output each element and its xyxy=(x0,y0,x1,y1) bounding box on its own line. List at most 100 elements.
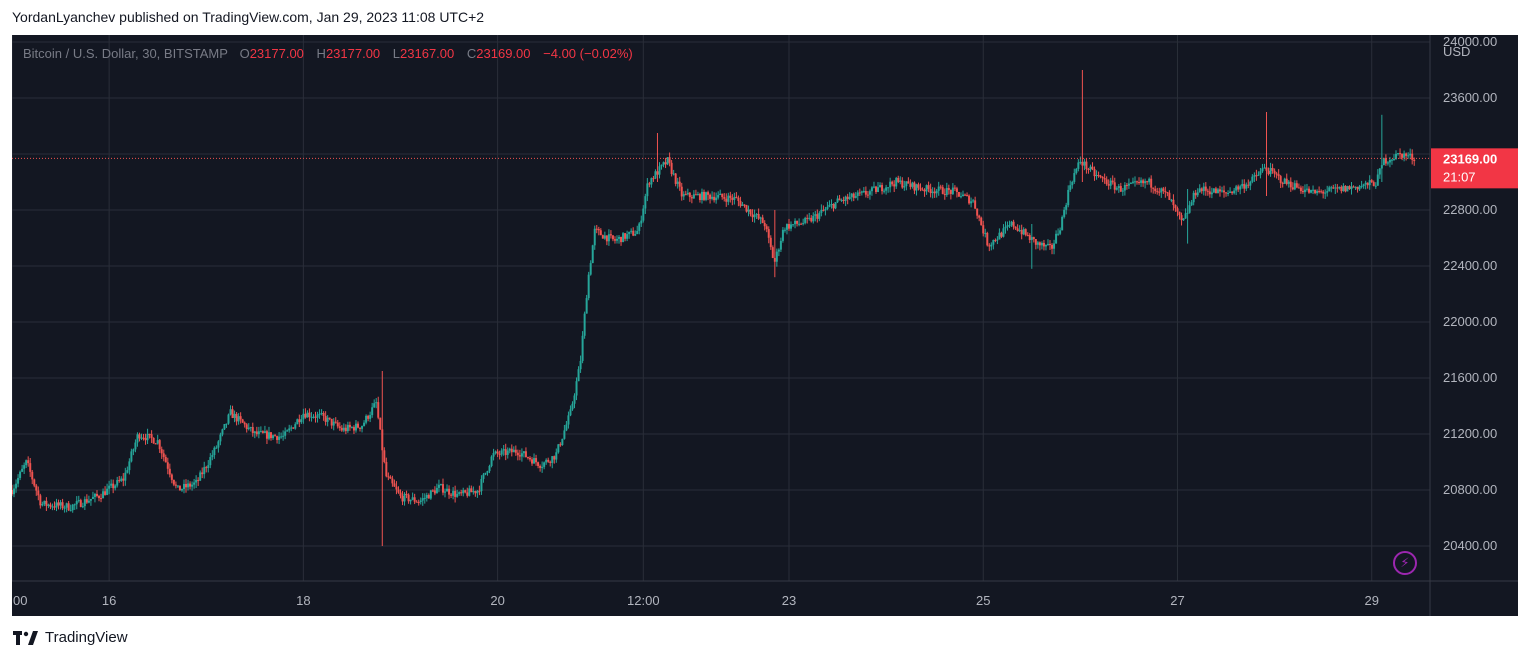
candle-body xyxy=(225,423,228,425)
candle-body xyxy=(219,434,222,442)
candle-body xyxy=(579,360,582,370)
candle-body xyxy=(302,413,305,420)
candle-body xyxy=(1233,190,1236,194)
chart-pane[interactable]: 20400.00 20800.00 21200.00 21600.00 22000.00… xyxy=(12,35,1518,616)
candle-body xyxy=(692,194,695,199)
candle-body xyxy=(387,476,390,478)
candle-body xyxy=(203,467,206,475)
candle-body xyxy=(478,490,481,492)
candle-body xyxy=(672,173,675,175)
candle-body xyxy=(947,187,950,191)
candle-body xyxy=(231,409,234,418)
candle-body xyxy=(502,449,505,451)
candle-body xyxy=(753,214,756,218)
candle-body xyxy=(792,224,795,226)
candle-body xyxy=(126,470,129,473)
candle-body xyxy=(452,490,455,496)
candle-body xyxy=(39,495,42,506)
candle-body xyxy=(1097,175,1100,177)
candle-body xyxy=(441,484,444,493)
candle-body xyxy=(707,192,710,195)
candle-body xyxy=(136,434,139,443)
candle-body xyxy=(1091,166,1094,170)
candle-body xyxy=(21,468,24,472)
candle-body xyxy=(1289,181,1292,188)
candle-body xyxy=(1156,191,1159,193)
candle-body xyxy=(1210,192,1213,195)
candle-body xyxy=(81,506,84,508)
candle-body xyxy=(328,417,331,419)
candle-body xyxy=(966,194,969,196)
candle-body xyxy=(696,194,699,196)
candle-body xyxy=(1405,153,1408,156)
tradingview-logo-icon xyxy=(13,630,38,645)
candle-body xyxy=(1036,242,1039,245)
candle-body xyxy=(599,230,602,236)
candle-body xyxy=(567,415,570,425)
candle-body xyxy=(292,427,295,429)
candle-body xyxy=(508,448,511,451)
candle-body xyxy=(229,409,232,415)
candle-body xyxy=(282,435,285,437)
candle-body xyxy=(583,313,586,336)
candle-body xyxy=(354,423,357,431)
candle-body xyxy=(308,412,311,418)
candle-body xyxy=(531,459,534,464)
candle-body xyxy=(290,427,293,429)
candle-body xyxy=(524,451,527,458)
candle-body xyxy=(848,196,851,200)
candle-body xyxy=(207,465,210,468)
candle-body xyxy=(893,184,896,187)
candle-body xyxy=(951,187,954,194)
candle-body xyxy=(996,239,999,241)
candle-body xyxy=(435,487,438,494)
candle-body xyxy=(595,228,598,230)
candle-body xyxy=(243,422,246,425)
candle-body xyxy=(12,490,13,495)
candle-body xyxy=(1026,234,1029,236)
candle-body xyxy=(632,230,635,236)
publish-header: YordanLyanchev published on TradingView.… xyxy=(12,9,485,25)
candle-body xyxy=(607,234,610,242)
candle-body xyxy=(1200,188,1203,192)
candle-body xyxy=(1142,180,1145,184)
candle-body xyxy=(759,217,762,219)
candle-body xyxy=(415,501,418,503)
price-chart[interactable]: 20400.00 20800.00 21200.00 21600.00 22000.00… xyxy=(12,35,1518,616)
lightning-icon[interactable]: ⚡ xyxy=(1393,551,1417,575)
candle-body xyxy=(322,412,325,416)
candle-body xyxy=(296,419,299,425)
candle-body xyxy=(723,197,726,199)
candle-body xyxy=(205,467,208,469)
candle-body xyxy=(806,217,809,219)
candle-body xyxy=(1136,181,1139,183)
candle-body xyxy=(597,229,600,231)
candle-body xyxy=(573,395,576,404)
time-tick-label: 00 xyxy=(13,593,27,608)
candle-body xyxy=(1257,174,1260,176)
candle-body xyxy=(176,485,179,487)
price-tick-label: 20400.00 xyxy=(1443,538,1497,553)
legend-open-value: 23177.00 xyxy=(249,46,304,61)
candle-body xyxy=(61,502,64,509)
candle-body xyxy=(1223,190,1226,193)
candle-body xyxy=(1293,183,1296,190)
candle-body xyxy=(834,202,837,209)
candle-body xyxy=(87,500,90,503)
candle-body xyxy=(213,447,216,456)
candle-body xyxy=(1202,186,1205,192)
candle-body xyxy=(154,443,157,445)
candle-body xyxy=(640,220,643,224)
candle-body xyxy=(1295,183,1298,188)
candle-body xyxy=(1069,185,1072,190)
candle-body xyxy=(830,204,833,206)
candle-body xyxy=(77,500,80,502)
candle-body xyxy=(676,181,679,184)
candle-body xyxy=(735,196,738,198)
candle-body xyxy=(336,422,339,427)
candle-body xyxy=(1299,187,1302,192)
candle-body xyxy=(1160,188,1163,193)
candle-body xyxy=(114,485,117,489)
candle-body xyxy=(856,192,859,197)
candle-body xyxy=(421,498,424,501)
